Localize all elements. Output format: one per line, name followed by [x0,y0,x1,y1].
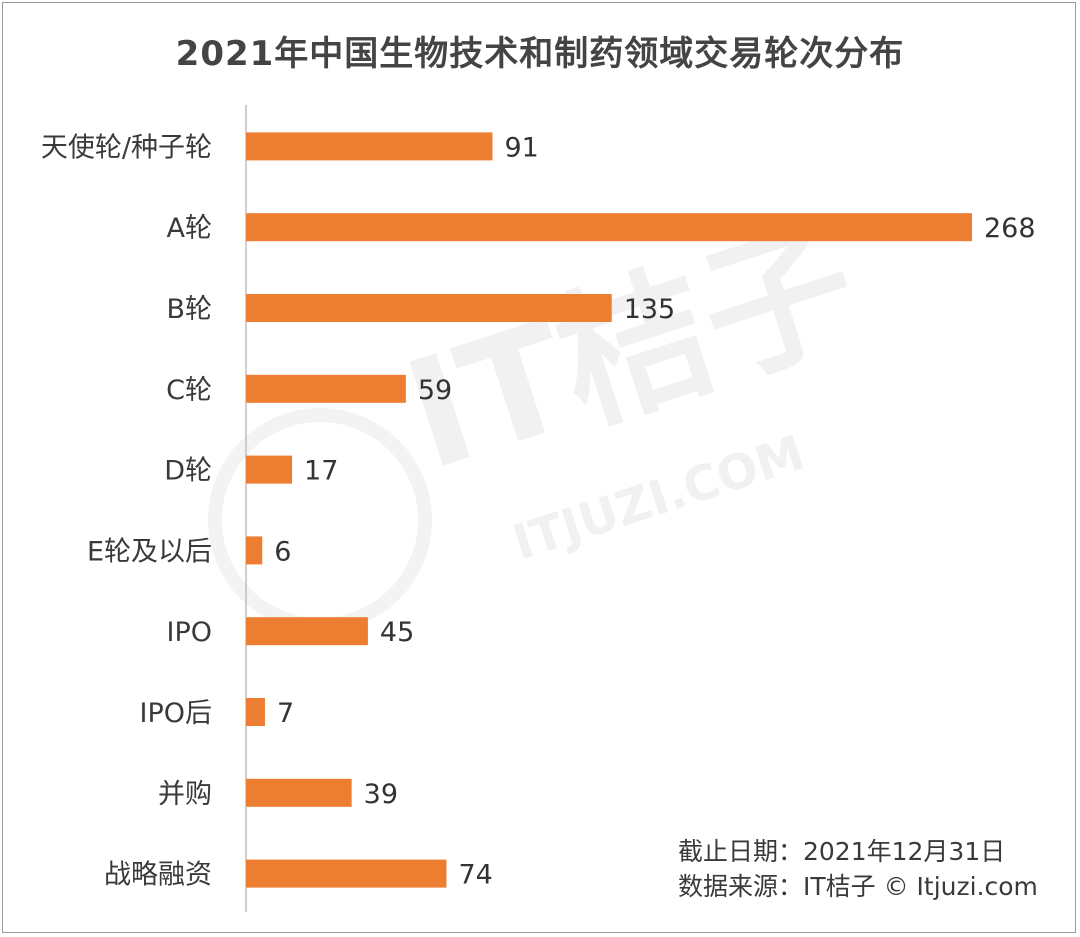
value-label-1: 268 [984,213,1036,244]
chart-title: 2021年中国生物技术和制药领域交易轮次分布 [175,34,905,74]
bar-5 [246,536,263,565]
bar-9 [246,859,447,888]
bar-7 [246,698,265,726]
bar-6 [246,617,368,646]
bar-3 [246,374,406,403]
category-label-0: 天使轮/种子轮 [41,132,212,163]
footnote-source: 数据来源：IT桔子 © Itjuzi.com [678,872,1038,901]
category-label-5: E轮及以后 [87,536,212,567]
value-label-8: 39 [364,779,398,810]
value-label-5: 6 [274,536,291,567]
bar-1 [246,213,972,242]
category-label-7: IPO后 [140,698,213,729]
category-label-1: A轮 [167,213,212,244]
category-label-3: C轮 [166,375,212,406]
bar-2 [246,294,612,322]
footnote-date: 截止日期：2021年12月31日 [678,837,1006,866]
category-label-8: 并购 [158,779,212,810]
bar-8 [246,778,352,807]
bar-0 [246,132,493,161]
category-label-9: 战略融资 [104,860,212,891]
value-label-6: 45 [380,617,414,648]
value-label-2: 135 [624,294,676,325]
category-label-2: B轮 [166,294,212,325]
value-label-3: 59 [418,375,452,406]
value-label-0: 91 [505,132,539,163]
category-label-4: D轮 [164,456,212,487]
value-label-9: 74 [458,860,492,891]
bar-4 [246,455,293,484]
value-label-7: 7 [277,698,294,729]
category-label-6: IPO [167,617,213,648]
value-label-4: 17 [304,456,338,487]
